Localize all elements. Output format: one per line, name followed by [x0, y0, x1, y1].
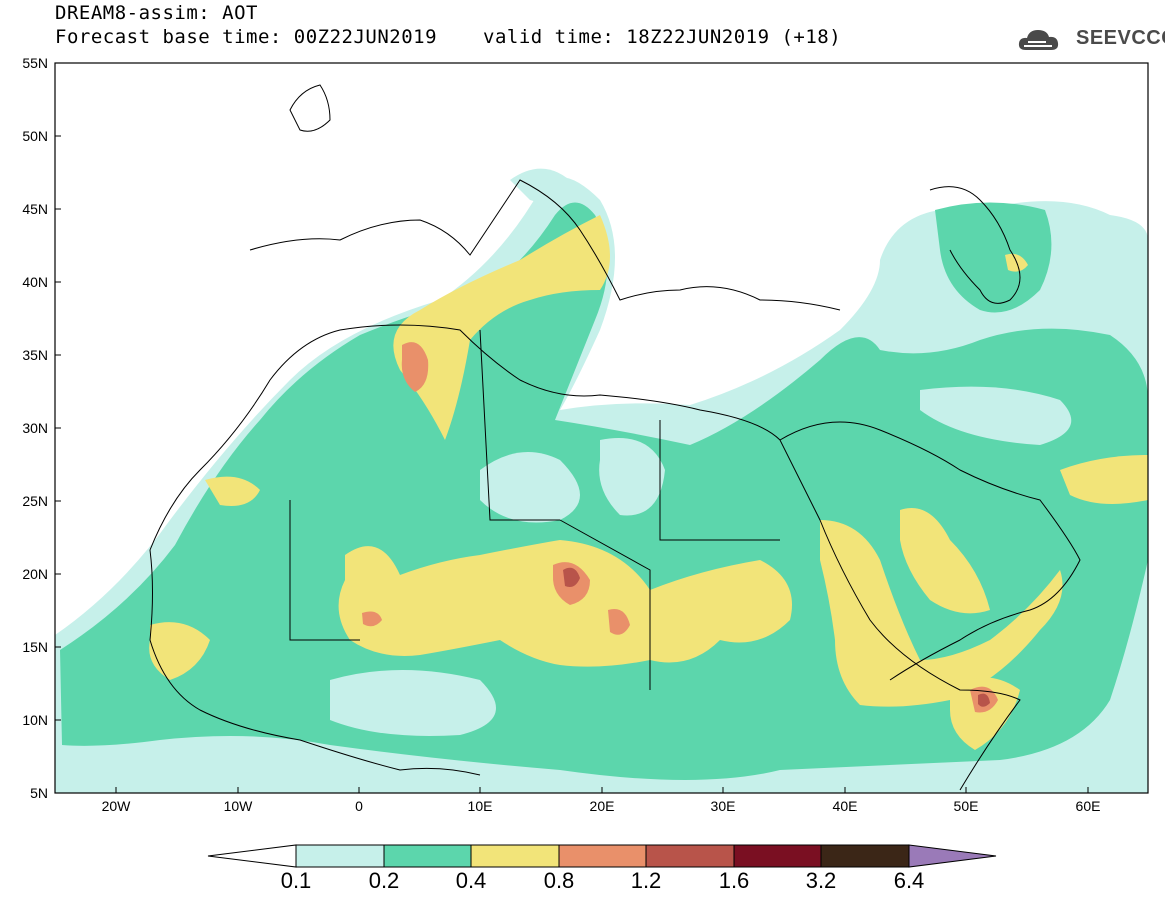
- lon-label: 50E: [953, 798, 979, 814]
- aot-field: [55, 168, 1148, 793]
- colorbar-label: 1.2: [630, 868, 662, 893]
- seevccc-logo: SEEVCCC: [1016, 24, 1165, 56]
- arabia-coastline: [779, 421, 1081, 681]
- lon-label: 10W: [223, 798, 253, 814]
- colorbar-low-arrow: [207, 844, 297, 868]
- aot-band-0-1: [599, 438, 665, 516]
- lon-label: 20W: [101, 798, 131, 814]
- map-title: DREAM8-assim: AOT: [55, 2, 258, 24]
- lat-label: 55N: [22, 55, 48, 71]
- colorbar-swatch-0-2: [383, 844, 472, 868]
- lon-ticks: [115, 787, 1089, 793]
- aot-band-0-4: [338, 540, 792, 667]
- lat-label: 25N: [22, 493, 48, 509]
- aot-band-0-4: [820, 520, 1063, 707]
- colorbar-swatch-0-8: [558, 844, 647, 868]
- lon-label: 30E: [710, 798, 736, 814]
- coastlines: [149, 84, 1081, 791]
- colorbar-label: 0.2: [368, 868, 400, 893]
- colorbar-high-arrow: [908, 844, 997, 868]
- aot-band-0-8: [608, 609, 630, 635]
- colorbar-swatch-0-1: [295, 844, 385, 868]
- lat-label: 30N: [22, 420, 48, 436]
- lat-label: 50N: [22, 128, 48, 144]
- cloud-icon: [1018, 30, 1059, 50]
- lat-label: 45N: [22, 201, 48, 217]
- aot-band-0-1: [480, 452, 580, 523]
- europe-coastline: [249, 179, 841, 311]
- caspian-coastline: [929, 186, 1021, 304]
- aot-band-0-4: [205, 476, 260, 506]
- lat-label: 15N: [22, 639, 48, 655]
- colorbar-swatch-1-6: [733, 844, 822, 868]
- aot-band-0-1: [920, 386, 1072, 445]
- colorbar-swatch-3-2: [820, 844, 910, 868]
- colorbar-label: 0.4: [455, 868, 487, 893]
- lat-label: 10N: [22, 712, 48, 728]
- colorbar-label: 1.6: [718, 868, 750, 893]
- aot-band-1-2: [978, 693, 990, 707]
- aot-band-0-2: [935, 202, 1052, 313]
- aot-band-0-4: [950, 677, 1020, 750]
- aot-band-0-4: [1060, 455, 1148, 504]
- aot-band-0-8: [362, 611, 382, 627]
- uk-coastline: [289, 84, 331, 132]
- colorbar-label: 0.8: [543, 868, 575, 893]
- aot-band-0-4: [393, 215, 610, 440]
- aot-band-0-4: [900, 508, 990, 614]
- logo-text: SEEVCCC: [1076, 27, 1165, 49]
- aot-band-0-1: [510, 168, 575, 203]
- colorbar-label: 3.2: [805, 868, 837, 893]
- aot-band-0-8: [401, 342, 429, 392]
- africa-coastline: [149, 324, 1021, 791]
- sahara-border: [289, 329, 780, 690]
- lat-ticks: [55, 62, 61, 721]
- colorbar-label: 0.1: [280, 868, 312, 893]
- lat-label: 40N: [22, 274, 48, 290]
- lon-label: 60E: [1075, 798, 1101, 814]
- colorbar: [207, 844, 997, 868]
- colorbar-label: 6.4: [893, 868, 925, 893]
- lat-label: 35N: [22, 347, 48, 363]
- lon-label: 40E: [832, 798, 858, 814]
- colorbar-swatch-0-4: [470, 844, 560, 868]
- africa-west-coast: [149, 549, 481, 776]
- lat-label: 20N: [22, 566, 48, 582]
- colorbar-swatch-1-2: [645, 844, 735, 868]
- aot-band-0-4: [149, 622, 210, 680]
- lon-label: 0: [355, 798, 363, 814]
- valid-time: valid time: 18Z22JUN2019 (+18): [483, 26, 842, 48]
- lat-label: 5N: [30, 785, 48, 801]
- lon-label: 10E: [467, 798, 493, 814]
- forecast-base-time: Forecast base time: 00Z22JUN2019: [55, 26, 438, 48]
- aot-band-1-2: [563, 567, 580, 587]
- aot-band-0-1: [330, 670, 496, 736]
- lon-label: 20E: [589, 798, 615, 814]
